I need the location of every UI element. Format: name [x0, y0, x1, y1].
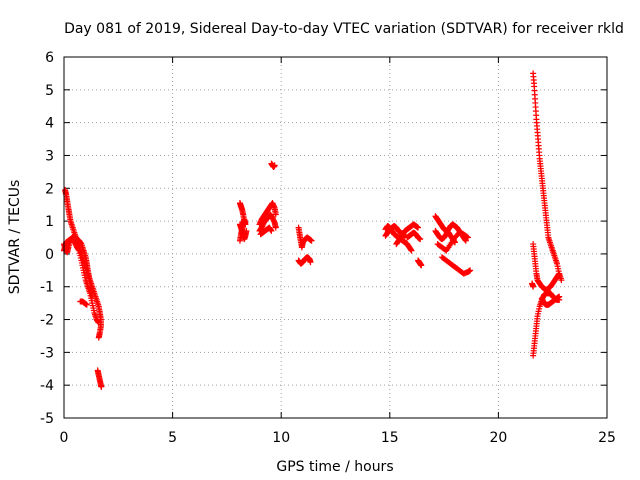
data-point — [95, 319, 102, 326]
y-tick-label: 6 — [45, 50, 54, 66]
y-tick-label: -3 — [40, 345, 54, 361]
data-point — [415, 224, 422, 231]
data-point — [417, 236, 424, 243]
x-tick-label: 20 — [489, 430, 507, 446]
data-point — [418, 262, 425, 269]
x-tick-label: 10 — [272, 430, 290, 446]
chart-title: Day 081 of 2019, Sidereal Day-to-day VTE… — [64, 21, 624, 37]
y-axis-ticks: -5 -4 -3 -2 -1 0 1 2 3 4 5 6 — [40, 50, 607, 427]
data-point — [556, 293, 563, 300]
data-point — [242, 219, 249, 226]
data-point — [272, 211, 279, 218]
y-tick-label: 0 — [45, 247, 54, 263]
x-tick-label: 0 — [60, 430, 69, 446]
y-tick-label: -2 — [40, 313, 54, 329]
y-axis-label: SDTVAR / TECUs — [7, 180, 23, 295]
data-point — [463, 233, 470, 240]
y-tick-label: -4 — [40, 378, 54, 394]
data-point — [464, 234, 471, 241]
data-point — [308, 237, 315, 244]
y-tick-label: 2 — [45, 181, 54, 197]
y-tick-label: 3 — [45, 148, 54, 164]
data-points — [61, 70, 565, 390]
y-tick-label: -1 — [40, 280, 54, 296]
y-tick-label: -5 — [40, 411, 54, 427]
data-point — [530, 283, 537, 290]
y-tick-label: 4 — [45, 116, 54, 132]
x-axis-ticks: 0 5 10 15 20 25 — [60, 57, 616, 446]
data-point — [408, 247, 415, 254]
plot-frame — [63, 56, 608, 419]
data-point — [558, 277, 565, 284]
y-tick-label: 1 — [45, 214, 54, 230]
data-point — [271, 162, 278, 169]
y-tick-label: 5 — [45, 83, 54, 99]
data-point — [467, 267, 474, 274]
grid-lines — [64, 57, 607, 418]
data-point — [556, 270, 563, 277]
x-tick-label: 15 — [381, 430, 399, 446]
data-point — [307, 259, 314, 266]
data-point — [98, 383, 105, 390]
data-point — [95, 334, 102, 341]
x-tick-label: 5 — [168, 430, 177, 446]
x-axis-label: GPS time / hours — [276, 459, 393, 475]
data-point — [83, 301, 90, 308]
x-tick-label: 25 — [598, 430, 616, 446]
data-point — [272, 224, 279, 231]
data-point — [268, 227, 275, 234]
